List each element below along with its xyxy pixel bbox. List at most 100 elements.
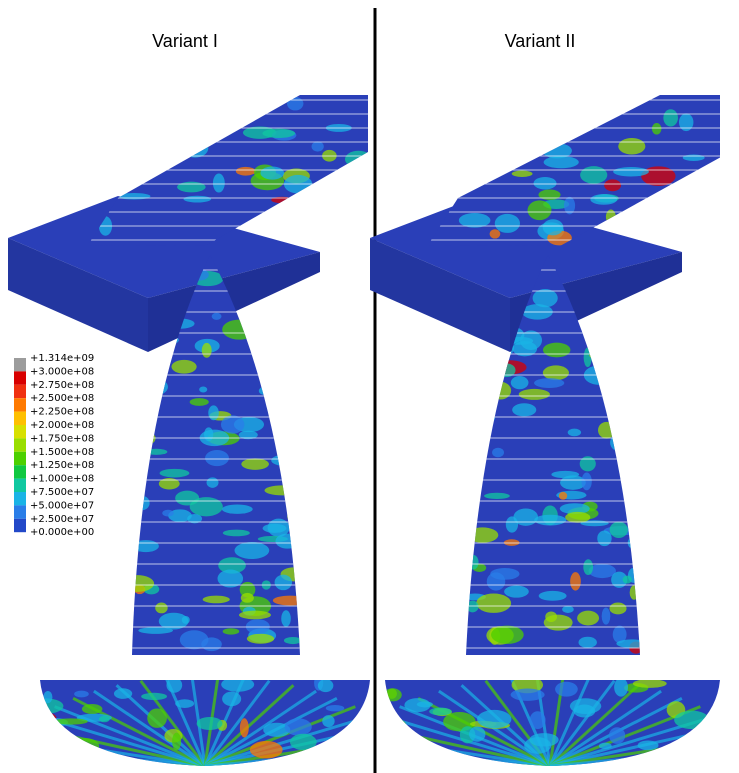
- stress-blob: [597, 530, 611, 546]
- stress-blob: [345, 151, 372, 168]
- legend-label: +1.750e+08: [30, 433, 94, 444]
- stress-blob: [171, 360, 196, 374]
- stress-blob: [221, 677, 254, 692]
- stress-blob: [616, 639, 647, 648]
- stress-blob: [604, 179, 621, 191]
- stress-blob: [273, 596, 308, 606]
- stress-blob: [568, 429, 581, 437]
- legend-label: +5.000e+07: [30, 500, 94, 511]
- stress-blob: [121, 376, 150, 390]
- stress-blob: [136, 380, 161, 392]
- stress-blob: [287, 509, 306, 524]
- stress-blob: [301, 214, 312, 231]
- stress-blob: [284, 637, 302, 644]
- stress-blob: [511, 376, 529, 389]
- legend-label: +2.750e+08: [30, 380, 94, 391]
- stress-blob: [202, 343, 212, 358]
- stress-blob: [555, 682, 578, 697]
- stress-blob: [495, 100, 526, 112]
- stress-blob: [212, 313, 222, 320]
- legend-swatch: [14, 465, 26, 478]
- legend-label: +2.250e+08: [30, 407, 94, 418]
- stress-blob: [287, 97, 303, 111]
- stress-blob: [318, 679, 334, 692]
- stress-blob: [135, 496, 149, 510]
- legend-swatch: [14, 492, 26, 505]
- stress-blob: [623, 576, 632, 584]
- stress-blob: [312, 141, 324, 151]
- stress-blob: [383, 688, 401, 701]
- legend-label: +2.000e+08: [30, 420, 94, 431]
- stress-blob: [641, 166, 675, 186]
- stress-blob: [122, 106, 158, 115]
- stress-blob: [484, 493, 510, 499]
- stress-blob: [577, 611, 599, 626]
- stress-blob: [275, 575, 292, 591]
- stress-blob: [322, 715, 334, 727]
- legend-swatch: [14, 438, 26, 451]
- stress-blob: [161, 123, 189, 136]
- stress-blob: [470, 348, 504, 359]
- stress-blob: [54, 718, 88, 724]
- stress-blob: [565, 512, 590, 523]
- stress-blob: [225, 110, 239, 124]
- stress-blob: [239, 611, 271, 620]
- legend: +1.314e+09+3.000e+08+2.750e+08+2.500e+08…: [14, 353, 94, 538]
- stress-blob: [452, 156, 481, 166]
- stress-blob: [468, 413, 495, 423]
- stress-blob: [529, 733, 558, 746]
- stress-blob: [543, 365, 569, 380]
- stress-blob: [674, 711, 709, 729]
- stress-blob: [182, 139, 209, 158]
- stress-blob: [259, 386, 280, 396]
- hull: [420, 90, 720, 250]
- stress-blob: [506, 516, 518, 532]
- stress-blob: [250, 301, 284, 318]
- stress-blob: [290, 734, 317, 750]
- stress-blob: [117, 193, 150, 200]
- stress-blob: [543, 219, 564, 235]
- stress-blob: [143, 111, 157, 126]
- stress-blob: [250, 741, 283, 758]
- stress-blob: [223, 530, 250, 537]
- legend-label: +1.500e+08: [30, 447, 94, 458]
- stress-blob: [134, 134, 170, 154]
- stress-blob: [610, 433, 632, 452]
- stress-blob: [613, 167, 649, 177]
- stress-blob: [343, 228, 372, 240]
- stress-blob: [207, 477, 219, 488]
- stress-blob: [138, 627, 173, 634]
- models: [5, 90, 739, 770]
- stress-blob: [240, 718, 249, 737]
- stress-blob: [491, 626, 524, 644]
- stress-blob: [275, 534, 299, 549]
- stress-blob: [172, 733, 181, 751]
- stress-blob: [609, 727, 625, 744]
- stress-blob: [155, 602, 167, 613]
- legend-swatch: [14, 398, 26, 411]
- stress-blob: [477, 710, 511, 729]
- stress-blob: [326, 705, 344, 711]
- stress-blob: [35, 712, 57, 723]
- stress-blob: [136, 378, 168, 397]
- stress-blob: [262, 324, 294, 339]
- stress-blob: [534, 177, 557, 190]
- stress-blob: [132, 431, 156, 446]
- stress-blob: [684, 187, 705, 200]
- stress-blob: [570, 572, 581, 590]
- stress-blob: [590, 194, 617, 205]
- stress-blob: [241, 593, 254, 603]
- legend-label: +2.500e+07: [30, 514, 94, 525]
- legend-swatch: [14, 425, 26, 438]
- legend-label: +1.250e+08: [30, 460, 94, 471]
- stress-blob: [208, 405, 219, 420]
- legend-swatch: [14, 519, 26, 532]
- stress-blob: [619, 381, 645, 401]
- stress-blob: [190, 497, 223, 516]
- stress-blob: [43, 691, 52, 703]
- stress-blob: [241, 458, 269, 469]
- stress-blob: [101, 122, 132, 142]
- stress-blob: [147, 708, 167, 727]
- stress-blob: [630, 585, 639, 599]
- stress-blob: [260, 166, 284, 179]
